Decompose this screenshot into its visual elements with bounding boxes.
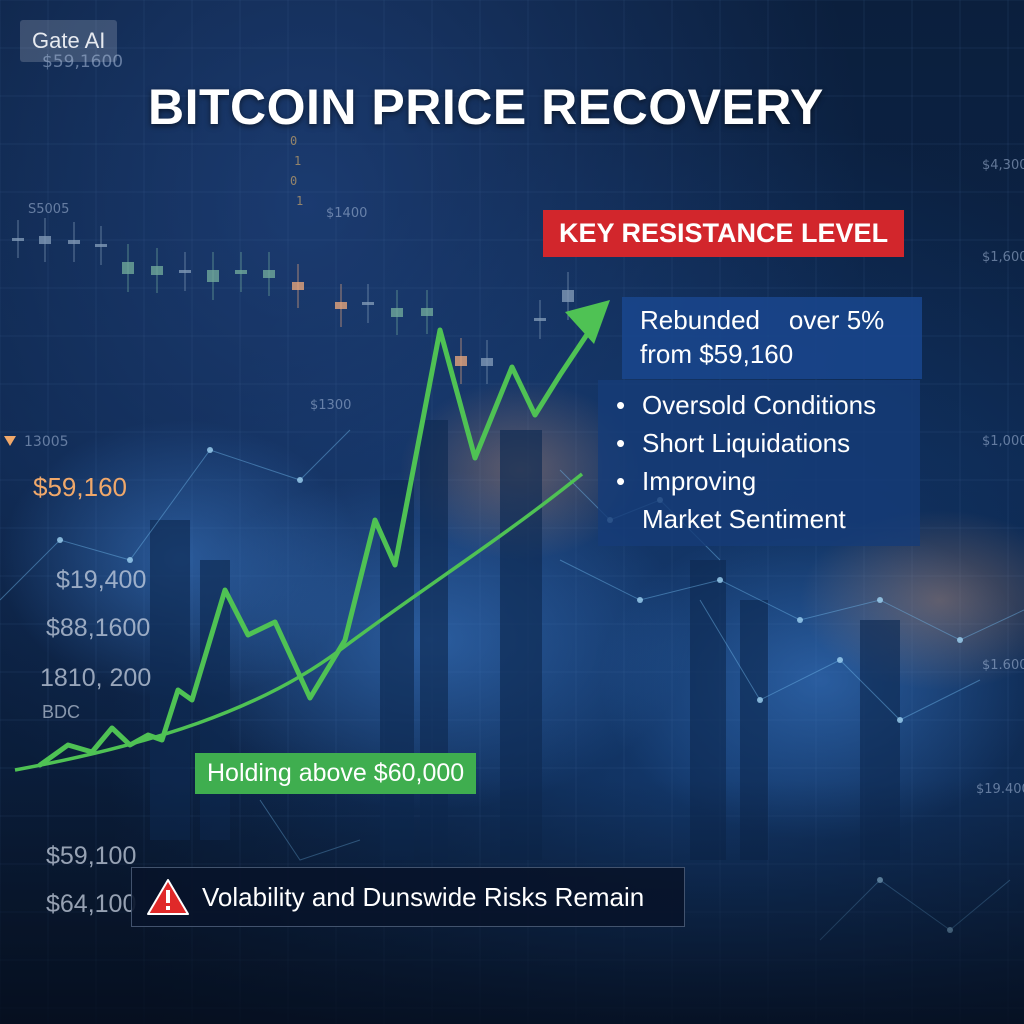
bg-label-left-marker: 13005 — [24, 434, 69, 450]
candle-body — [12, 238, 24, 241]
bg-label-center-mid: $1300 — [310, 398, 352, 413]
svg-text:0: 0 — [290, 134, 297, 148]
bg-label-bottom-2: $64,100 — [46, 890, 137, 918]
reason-item: Improving — [616, 462, 920, 500]
candle-body — [151, 266, 163, 275]
reason-item-continuation: Market Sentiment — [642, 504, 846, 534]
bg-label-right-4: $1.600 — [982, 658, 1024, 673]
bg-label-left-2: $88,1600 — [46, 614, 151, 642]
candle-body — [68, 240, 80, 244]
bg-label-center-upper: $1400 — [326, 206, 368, 221]
bg-label-top-left: $59,1600 — [42, 52, 124, 72]
bg-label-bottom-1: $59,100 — [46, 842, 137, 870]
risk-warning: Volability and Dunswide Risks Remain — [131, 867, 685, 927]
reason-item: Short Liquidations — [616, 424, 920, 462]
svg-text:0: 0 — [290, 174, 297, 188]
candle-body — [122, 262, 134, 274]
candle-body — [95, 244, 107, 247]
bg-label-right-1: $4,300 — [982, 158, 1024, 173]
candle-body — [391, 308, 403, 317]
price-marker-icon — [4, 436, 16, 446]
bg-label-right-2: $1,600 — [982, 250, 1024, 265]
rebound-box: Rebunded over 5% from $59,160 — [622, 297, 922, 379]
rebound-line-1: Rebunded over 5% — [640, 305, 885, 335]
bg-label-right-3: $1,000 — [982, 434, 1024, 449]
candle-body — [292, 282, 304, 290]
candle-body — [455, 356, 467, 366]
risk-text: Volability and Dunswide Risks Remain — [202, 881, 645, 912]
support-label: Holding above $60,000 — [195, 753, 477, 794]
binary-digits: 0 1 0 1 — [290, 134, 303, 208]
candle-body — [335, 302, 347, 309]
resistance-banner: KEY RESISTANCE LEVEL — [543, 210, 905, 257]
svg-text:1: 1 — [296, 194, 303, 208]
candle-body — [421, 308, 433, 316]
candle-body — [562, 290, 574, 302]
bg-label-left-4: BDC — [42, 702, 81, 722]
reason-item: Oversold Conditions — [616, 386, 920, 424]
arrow-head-icon — [565, 300, 610, 344]
candle-body — [362, 302, 374, 305]
reasons-list: Oversold Conditions Short Liquidations I… — [598, 380, 920, 546]
bg-label-left-3: 1810, 200 — [40, 664, 152, 692]
candlesticks — [12, 218, 574, 384]
watermark: Gate AI — [20, 20, 118, 62]
price-highlight: $59,160 — [33, 472, 127, 502]
svg-text:1: 1 — [294, 154, 301, 168]
bg-label-left-upper: S5005 — [28, 202, 70, 217]
page-title: BITCOIN PRICE RECOVERY — [148, 79, 824, 135]
bg-label-right-5: $19.400 — [976, 782, 1024, 797]
candle-body — [534, 318, 546, 321]
warning-triangle-icon — [147, 879, 189, 915]
rebound-line-2: from $59,160 — [640, 339, 794, 369]
candle-body — [235, 270, 247, 274]
price-line — [37, 327, 593, 768]
bg-label-left-1: $19,400 — [56, 566, 147, 594]
candle-body — [179, 270, 191, 273]
candle-body — [39, 236, 51, 244]
candle-body — [207, 270, 219, 282]
candle-body — [481, 358, 493, 366]
candle-body — [263, 270, 275, 278]
